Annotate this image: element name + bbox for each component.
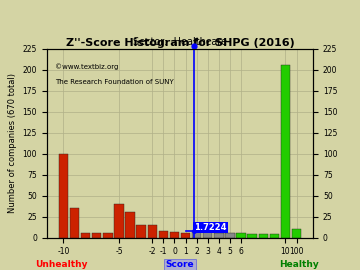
Bar — [148, 225, 157, 238]
Bar — [292, 229, 301, 238]
Bar — [136, 225, 146, 238]
Bar — [81, 233, 90, 238]
Bar — [258, 234, 268, 238]
Bar — [270, 234, 279, 238]
Text: ©www.textbiz.org: ©www.textbiz.org — [55, 64, 118, 70]
Title: Z''-Score Histogram for SHPG (2016): Z''-Score Histogram for SHPG (2016) — [66, 38, 294, 48]
Bar — [203, 232, 212, 238]
Text: The Research Foundation of SUNY: The Research Foundation of SUNY — [55, 79, 174, 85]
Bar — [236, 233, 246, 238]
Bar — [70, 208, 79, 238]
Bar — [159, 231, 168, 238]
Y-axis label: Number of companies (670 total): Number of companies (670 total) — [8, 73, 17, 213]
Text: 1.7224: 1.7224 — [194, 223, 227, 232]
Bar — [225, 233, 235, 238]
Bar — [247, 234, 257, 238]
Bar — [170, 232, 179, 238]
Bar — [114, 204, 124, 238]
Text: Score: Score — [166, 260, 194, 269]
Bar — [281, 65, 290, 238]
Bar — [181, 232, 190, 238]
Bar — [192, 231, 201, 238]
Bar — [92, 233, 102, 238]
Text: Unhealthy: Unhealthy — [35, 260, 87, 269]
Text: Healthy: Healthy — [279, 260, 319, 269]
Bar — [103, 233, 113, 238]
Bar — [214, 232, 224, 238]
Text: Sector:  Healthcare: Sector: Healthcare — [133, 37, 227, 47]
Bar — [59, 154, 68, 238]
Bar — [125, 212, 135, 238]
